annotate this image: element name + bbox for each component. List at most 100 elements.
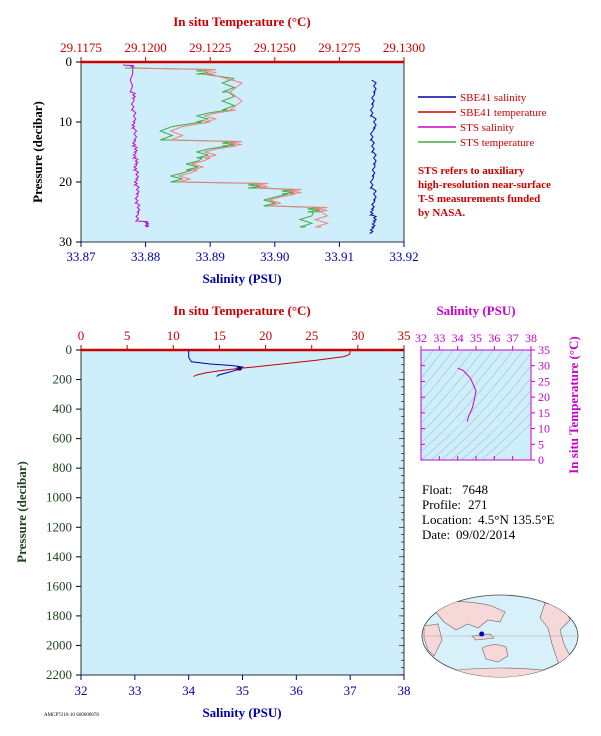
isopycnal-line [421,350,444,379]
full-profile-y-ticks: 0 200 400 600 800 1000 1200 1400 1600 1800 2000 220… [46,342,404,682]
full-profile-y-axis-label: Pressure (decibar) [14,461,29,563]
near-surface-top-ticks: 29.1175 29.1200 29.1225 29.1250 29.1275 29.13… [60,40,425,62]
y-tick-label: 2000 [46,637,72,652]
y-tick-label: 5 [538,437,544,451]
profile-label: Profile: [422,497,461,512]
legend-sts-salinity: STS salinity [460,122,515,134]
near-surface-bottom-ticks: 33.87 33.88 33.89 33.90 33.91 33.92 [66,242,419,264]
map-africa [423,623,443,657]
isopycnal-line [421,350,434,367]
top-tick-label: 35 [398,328,411,343]
bottom-tick-label: 38 [398,683,411,698]
y-tick-label: 30 [538,359,550,373]
top-tick-label: 37 [507,331,519,345]
legend-sbe41-salinity: SBE41 salinity [460,92,527,104]
legend-sts-temperature: STS temperature [460,137,534,149]
top-tick-label: 34 [452,331,464,345]
y-tick-label: 1400 [46,549,72,564]
series-sbe41-salinity [368,79,378,234]
isopycnal-line [421,350,504,444]
bottom-tick-label: 33.88 [131,249,160,264]
note-line-4: by NASA. [418,207,465,219]
y-tick-label: 10 [538,422,550,436]
bottom-tick-label: 33.89 [196,249,225,264]
isopycnal-line [421,350,454,391]
float-value: 7648 [462,482,488,497]
ts-y-axis-label: In situ Temperature (°C) [566,336,581,474]
isopycnal-line [421,350,474,414]
location-value: 4.5°N 135.5°E [478,512,555,527]
ts-isopycnals [421,350,531,460]
y-tick-label: 1600 [46,578,72,593]
near-surface-y-axis-label: Pressure (decibar) [30,101,45,203]
date-label: Date: [422,527,450,542]
isopycnal-line [450,377,531,460]
top-tick-label: 33 [433,331,445,345]
top-tick-label: 10 [167,328,180,343]
top-tick-label: 29.1225 [189,40,231,55]
top-tick-label: 29.1200 [124,40,166,55]
top-tick-label: 29.1175 [60,40,102,55]
y-tick-label: 1200 [46,519,72,534]
y-tick-label: 0 [66,342,73,357]
series-sts-salinity [122,64,150,228]
y-tick-label: 400 [53,401,73,416]
ts-curve [457,367,477,422]
ts-plot-area [420,349,532,461]
top-tick-label: 15 [213,328,226,343]
y-tick-label: 30 [59,234,72,249]
bottom-tick-label: 33.91 [325,249,354,264]
sts-note: STS refers to auxiliary high-resolution … [418,165,551,219]
top-tick-label: 36 [488,331,500,345]
top-tick-label: 29.1250 [254,40,296,55]
top-tick-label: 38 [525,331,537,345]
bottom-tick-label: 33 [128,683,141,698]
near-surface-top-axis-label: In situ Temperature (°C) [173,14,311,29]
ts-top-axis-label: Salinity (PSU) [436,303,515,318]
legend-sbe41-temperature: SBE41 temperature [460,107,547,119]
bottom-tick-label: 32 [75,683,88,698]
series-sbe41-temperature [132,67,329,228]
top-tick-label: 35 [470,331,482,345]
bottom-tick-label: 37 [344,683,358,698]
bottom-tick-label: 33.90 [260,249,289,264]
salinity-marker [237,366,242,371]
top-tick-label: 20 [259,328,272,343]
series-sts-temperature [124,67,320,228]
near-surface-panel: 29.1175 29.1200 29.1225 29.1250 29.1275 29.13… [30,14,425,286]
full-profile-panel: 0 5 10 15 20 25 30 35 32 33 34 35 36 37 38 0 200 400 600… [14,303,411,720]
isopycnal-line [421,350,524,460]
y-tick-label: 0 [66,54,73,69]
date-value: 09/02/2014 [456,527,516,542]
bottom-tick-label: 35 [236,683,249,698]
y-tick-label: 15 [538,406,550,420]
bottom-tick-label: 36 [290,683,304,698]
isopycnal-line [470,401,531,460]
float-location-marker [479,631,485,637]
near-surface-series [122,64,378,234]
full-profile-series [188,349,351,378]
isopycnal-line [490,422,531,460]
y-tick-label: 20 [538,390,550,404]
isopycnal-line [421,350,514,452]
series-sbe41-salinity [188,350,245,377]
world-map [421,594,579,678]
y-tick-label: 10 [59,114,72,129]
y-tick-label: 600 [53,431,73,446]
top-tick-label: 29.1275 [318,40,360,55]
near-surface-plot-area [80,61,405,243]
y-tick-label: 1000 [46,490,72,505]
isopycnal-line [421,350,464,403]
y-tick-label: 1800 [46,608,72,623]
y-tick-label: 2200 [46,667,72,682]
float-label: Float: [422,482,452,497]
footer-code: AMCP7210-10 S00000078 [44,713,99,718]
isopycnal-line [430,352,531,460]
y-tick-label: 25 [538,374,550,388]
map-land [423,601,573,677]
legend: SBE41 salinity SBE41 temperature STS sal… [418,92,547,149]
y-tick-label: 800 [53,460,73,475]
near-surface-y-ticks: 0 10 20 30 [59,54,81,249]
